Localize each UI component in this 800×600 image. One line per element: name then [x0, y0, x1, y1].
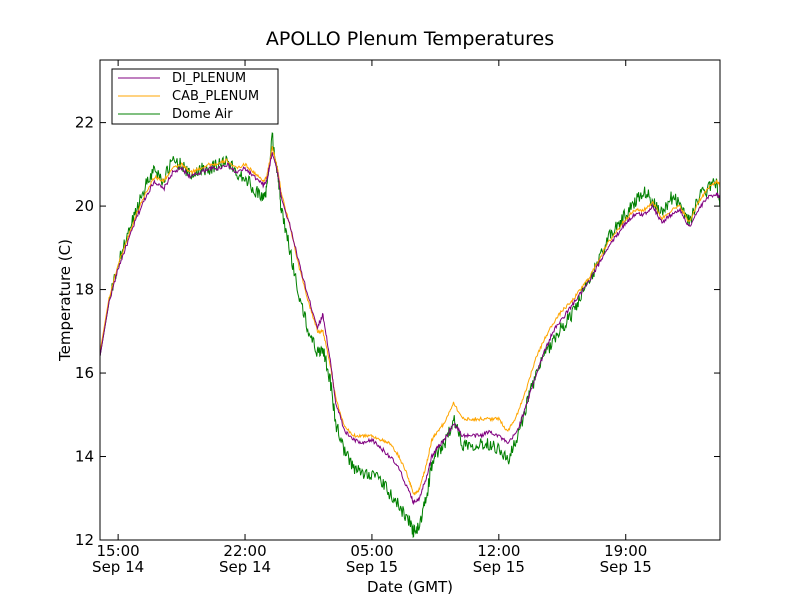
- series-line-di-plenum: [99, 152, 721, 506]
- x-tick-label-time: 15:00: [97, 542, 140, 560]
- y-tick-label: 22: [75, 114, 94, 132]
- series-layer: [99, 132, 721, 539]
- series-line-dome-air: [99, 132, 721, 539]
- plot-frame: [99, 59, 721, 541]
- y-axis-label: Temperature (C): [56, 239, 74, 362]
- x-tick-label-date: Sep 14: [92, 558, 144, 576]
- y-tick-label: 20: [75, 197, 94, 215]
- legend: DI_PLENUM CAB_PLENUM Dome Air: [111, 68, 279, 125]
- y-tick-label: 14: [75, 448, 94, 466]
- x-tick-label-date: Sep 15: [600, 558, 652, 576]
- x-tick-label-date: Sep 15: [346, 558, 398, 576]
- x-tick-label-date: Sep 15: [473, 558, 525, 576]
- x-tick-label-time: 22:00: [223, 542, 266, 560]
- x-tick-label-time: 12:00: [477, 542, 520, 560]
- series-line-cab-plenum: [99, 146, 721, 496]
- legend-label-di-plenum: DI_PLENUM: [172, 71, 246, 86]
- legend-label-dome-air: Dome Air: [172, 107, 233, 122]
- plot-area: [100, 60, 720, 540]
- x-tick-label-date: Sep 14: [219, 558, 271, 576]
- y-tick-label: 18: [75, 281, 94, 299]
- x-axis-label: Date (GMT): [367, 578, 453, 596]
- chart-title: APOLLO Plenum Temperatures: [266, 28, 554, 50]
- y-tick-label: 16: [75, 364, 94, 382]
- y-tick-label: 12: [75, 531, 94, 549]
- x-tick-label-time: 05:00: [350, 542, 393, 560]
- x-tick-label-time: 19:00: [604, 542, 647, 560]
- legend-label-cab-plenum: CAB_PLENUM: [172, 89, 259, 104]
